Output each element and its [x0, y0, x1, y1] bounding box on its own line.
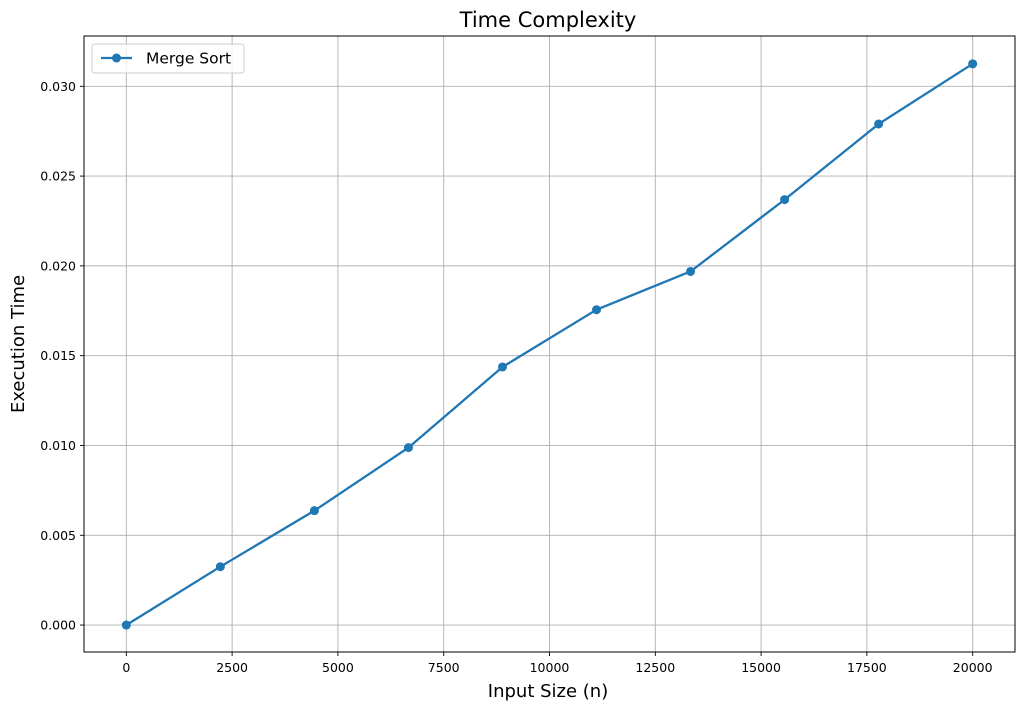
- data-point: [874, 119, 884, 129]
- series-layer: [121, 59, 978, 630]
- x-tick-label: 0: [122, 660, 130, 675]
- x-tick-label: 10000: [530, 660, 570, 675]
- data-point: [403, 443, 413, 453]
- x-tick-label: 15000: [741, 660, 781, 675]
- axis-ticks: 0 2500 5000 7500 10000 12500 15000 17500 20000 0.…: [40, 79, 992, 675]
- data-point: [780, 195, 790, 205]
- data-point: [968, 59, 978, 69]
- grid-lines: [84, 36, 1015, 652]
- legend-box: [91, 43, 245, 74]
- y-axis-label: Execution Time: [8, 275, 29, 413]
- y-tick-label: 0.020: [40, 258, 76, 273]
- series-line-merge-sort: [125, 62, 974, 627]
- legend: Merge Sort: [91, 43, 245, 74]
- x-tick-label: 12500: [635, 660, 675, 675]
- x-tick-label: 20000: [953, 660, 993, 675]
- data-point: [215, 562, 225, 572]
- x-tick-label: 17500: [847, 660, 887, 675]
- y-tick-label: 0.030: [40, 79, 76, 94]
- legend-label-merge-sort: Merge Sort: [146, 50, 231, 68]
- data-point: [592, 305, 602, 315]
- x-tick-label: 7500: [428, 660, 460, 675]
- y-tick-label: 0.000: [40, 618, 76, 633]
- x-tick-label: 2500: [216, 660, 248, 675]
- x-tick-label: 5000: [322, 660, 354, 675]
- y-tick-label: 0.010: [40, 438, 76, 453]
- y-tick-label: 0.015: [40, 348, 76, 363]
- data-point: [309, 506, 319, 516]
- data-point: [686, 266, 696, 276]
- chart-title: Time Complexity: [459, 8, 637, 32]
- data-point: [121, 620, 131, 630]
- data-point: [497, 362, 507, 372]
- y-tick-label: 0.025: [40, 169, 76, 184]
- y-tick-label: 0.005: [40, 528, 76, 543]
- x-axis-label: Input Size (n): [488, 681, 608, 702]
- legend-marker: [112, 53, 121, 63]
